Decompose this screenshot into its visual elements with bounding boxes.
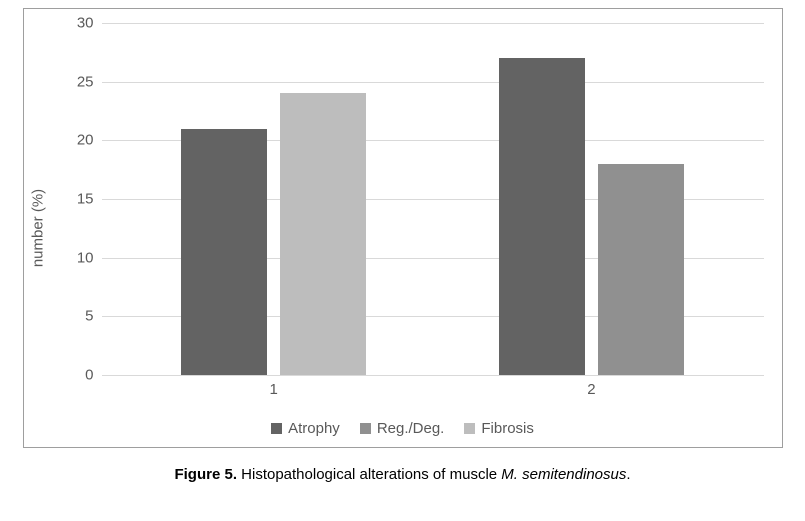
legend-item-atrophy: Atrophy <box>271 420 340 437</box>
figure-caption: Figure 5. Histopathological alterations … <box>0 466 805 483</box>
caption-text-1: Histopathological alterations of muscle <box>237 466 501 483</box>
caption-italic: M. semitendinosus <box>501 466 626 483</box>
bar <box>499 58 585 375</box>
legend-swatch-fibrosis <box>464 423 475 434</box>
y-axis-label: number (%) <box>29 189 46 267</box>
y-tick-label: 20 <box>77 132 94 149</box>
y-tick-label: 10 <box>77 249 94 266</box>
legend-item-fibrosis: Fibrosis <box>464 420 534 437</box>
x-tick-label: 1 <box>269 381 277 398</box>
figure-container: number (%) 05101520253012 Atrophy Reg./D… <box>0 0 805 521</box>
plot-area: 05101520253012 <box>102 23 764 375</box>
y-tick-label: 5 <box>85 308 93 325</box>
bar <box>598 164 684 375</box>
y-tick-label: 25 <box>77 73 94 90</box>
legend-swatch-atrophy <box>271 423 282 434</box>
gridline <box>102 82 764 83</box>
y-tick-label: 0 <box>85 367 93 384</box>
legend-swatch-regdeg <box>360 423 371 434</box>
legend-label-fibrosis: Fibrosis <box>481 420 534 437</box>
bar <box>280 93 366 375</box>
legend-label-atrophy: Atrophy <box>288 420 340 437</box>
legend-item-regdeg: Reg./Deg. <box>360 420 445 437</box>
caption-prefix: Figure 5. <box>174 466 237 483</box>
legend-label-regdeg: Reg./Deg. <box>377 420 445 437</box>
bar <box>181 129 267 375</box>
x-tick-label: 2 <box>587 381 595 398</box>
chart-frame: number (%) 05101520253012 Atrophy Reg./D… <box>23 8 783 448</box>
caption-text-2: . <box>626 466 630 483</box>
legend: Atrophy Reg./Deg. Fibrosis <box>24 420 782 437</box>
y-tick-label: 30 <box>77 15 94 32</box>
y-tick-label: 15 <box>77 191 94 208</box>
gridline <box>102 375 764 376</box>
gridline <box>102 23 764 24</box>
